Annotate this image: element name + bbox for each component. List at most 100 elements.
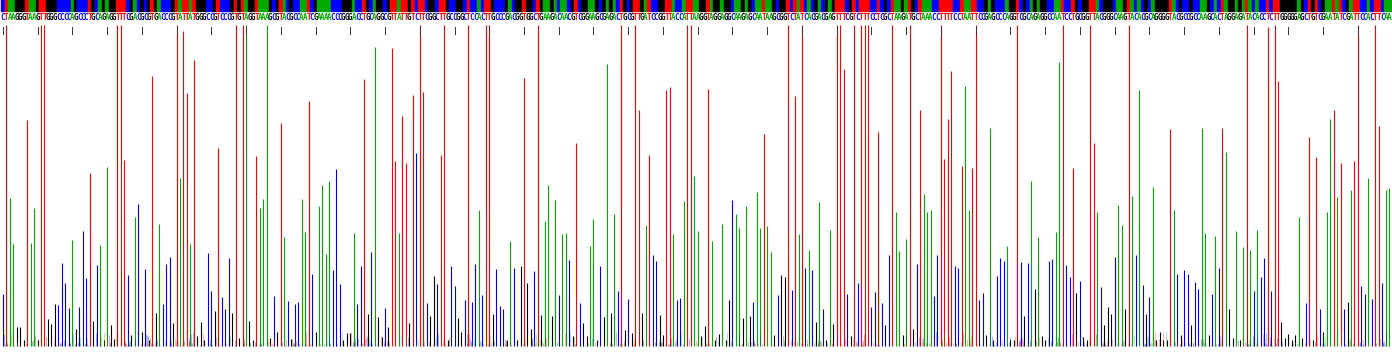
Text: A: A — [1036, 13, 1041, 22]
Text: C: C — [1047, 13, 1051, 22]
Text: T: T — [838, 13, 842, 22]
Bar — [262, 0, 264, 11]
Bar — [401, 0, 404, 11]
Bar — [1244, 0, 1249, 11]
Text: C: C — [820, 13, 825, 22]
Text: C: C — [63, 13, 68, 22]
Bar — [624, 0, 626, 11]
Text: C: C — [1063, 13, 1069, 22]
Bar — [831, 0, 835, 11]
Bar — [672, 0, 675, 11]
Text: C: C — [501, 13, 505, 22]
Bar — [1349, 0, 1353, 11]
Text: A: A — [894, 13, 898, 22]
Bar — [1388, 0, 1391, 11]
Text: G: G — [831, 13, 835, 22]
Text: C: C — [67, 13, 71, 22]
Bar — [1286, 0, 1290, 11]
Text: C: C — [469, 13, 475, 22]
Text: G: G — [230, 13, 234, 22]
Bar — [817, 0, 821, 11]
Bar — [129, 0, 132, 11]
Text: A: A — [759, 13, 763, 22]
Bar — [1318, 0, 1321, 11]
Bar — [1231, 0, 1235, 11]
Bar — [457, 0, 459, 11]
Text: A: A — [612, 13, 617, 22]
Text: T: T — [393, 13, 398, 22]
Text: T: T — [970, 13, 974, 22]
Text: T: T — [636, 13, 640, 22]
Text: T: T — [1015, 13, 1020, 22]
Text: C: C — [1261, 13, 1267, 22]
Bar — [752, 0, 754, 11]
Text: C: C — [789, 13, 793, 22]
Bar — [369, 0, 373, 11]
Bar — [828, 0, 831, 11]
Text: C: C — [1077, 13, 1082, 22]
Text: C: C — [494, 13, 498, 22]
Bar — [1251, 0, 1256, 11]
Bar — [1009, 0, 1012, 11]
Text: C: C — [330, 13, 335, 22]
Bar — [724, 0, 727, 11]
Text: C: C — [125, 13, 131, 22]
Bar — [689, 0, 692, 11]
Text: A: A — [1054, 13, 1058, 22]
Bar — [1235, 0, 1237, 11]
Text: G: G — [1293, 13, 1297, 22]
Bar — [443, 0, 445, 11]
Bar — [1356, 0, 1360, 11]
Bar — [856, 0, 859, 11]
Bar — [57, 0, 60, 11]
Bar — [251, 0, 255, 11]
Text: T: T — [1275, 13, 1281, 22]
Text: A: A — [734, 13, 738, 22]
Text: T: T — [862, 13, 867, 22]
Bar — [651, 0, 654, 11]
Text: T: T — [1265, 13, 1270, 22]
Bar — [1040, 0, 1043, 11]
Bar — [940, 0, 942, 11]
Text: A: A — [987, 13, 992, 22]
Bar — [1293, 0, 1297, 11]
Bar — [1237, 0, 1242, 11]
Bar — [39, 0, 43, 11]
Bar — [18, 0, 22, 11]
Text: C: C — [296, 13, 301, 22]
Text: C: C — [497, 13, 503, 22]
Text: G: G — [213, 13, 217, 22]
Bar — [1265, 0, 1270, 11]
Text: G: G — [727, 13, 731, 22]
Text: A: A — [1386, 13, 1392, 22]
Bar — [845, 0, 849, 11]
Bar — [974, 0, 977, 11]
Bar — [519, 0, 522, 11]
Bar — [501, 0, 505, 11]
Bar — [908, 0, 912, 11]
Text: G: G — [713, 13, 717, 22]
Bar — [50, 0, 53, 11]
Bar — [313, 0, 317, 11]
Bar — [348, 0, 352, 11]
Text: G: G — [341, 13, 345, 22]
Bar — [452, 0, 457, 11]
Text: C: C — [84, 13, 89, 22]
Bar — [8, 0, 11, 11]
Text: G: G — [1228, 13, 1232, 22]
Bar — [415, 0, 418, 11]
Bar — [682, 0, 685, 11]
Text: G: G — [1289, 13, 1295, 22]
Text: C: C — [615, 13, 619, 22]
Text: A: A — [1335, 13, 1339, 22]
Bar — [373, 0, 376, 11]
Text: G: G — [724, 13, 728, 22]
Bar — [935, 0, 940, 11]
Bar — [512, 0, 515, 11]
Text: C: C — [77, 13, 82, 22]
Text: A: A — [1029, 13, 1034, 22]
Bar — [1102, 0, 1105, 11]
Bar — [748, 0, 752, 11]
Text: T: T — [418, 13, 422, 22]
Text: T: T — [278, 13, 283, 22]
